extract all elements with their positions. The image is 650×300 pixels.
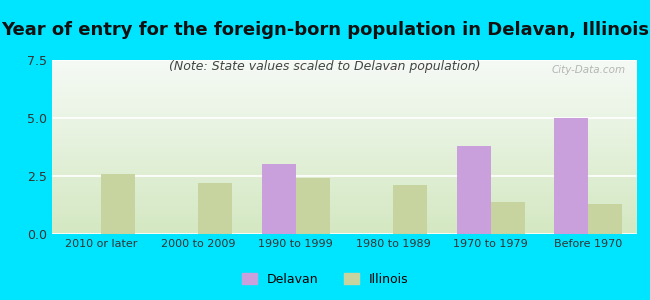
Bar bbox=[296, 178, 330, 234]
Bar bbox=[554, 118, 588, 234]
Text: Year of entry for the foreign-born population in Delavan, Illinois: Year of entry for the foreign-born popul… bbox=[1, 21, 649, 39]
Bar bbox=[261, 164, 296, 234]
Text: City-Data.com: City-Data.com bbox=[551, 65, 625, 75]
Bar bbox=[457, 146, 491, 234]
Bar bbox=[588, 204, 623, 234]
Bar bbox=[491, 202, 525, 234]
Legend: Delavan, Illinois: Delavan, Illinois bbox=[237, 268, 413, 291]
Bar bbox=[198, 183, 233, 234]
Text: (Note: State values scaled to Delavan population): (Note: State values scaled to Delavan po… bbox=[169, 60, 481, 73]
Bar bbox=[393, 185, 428, 234]
Bar bbox=[101, 174, 135, 234]
